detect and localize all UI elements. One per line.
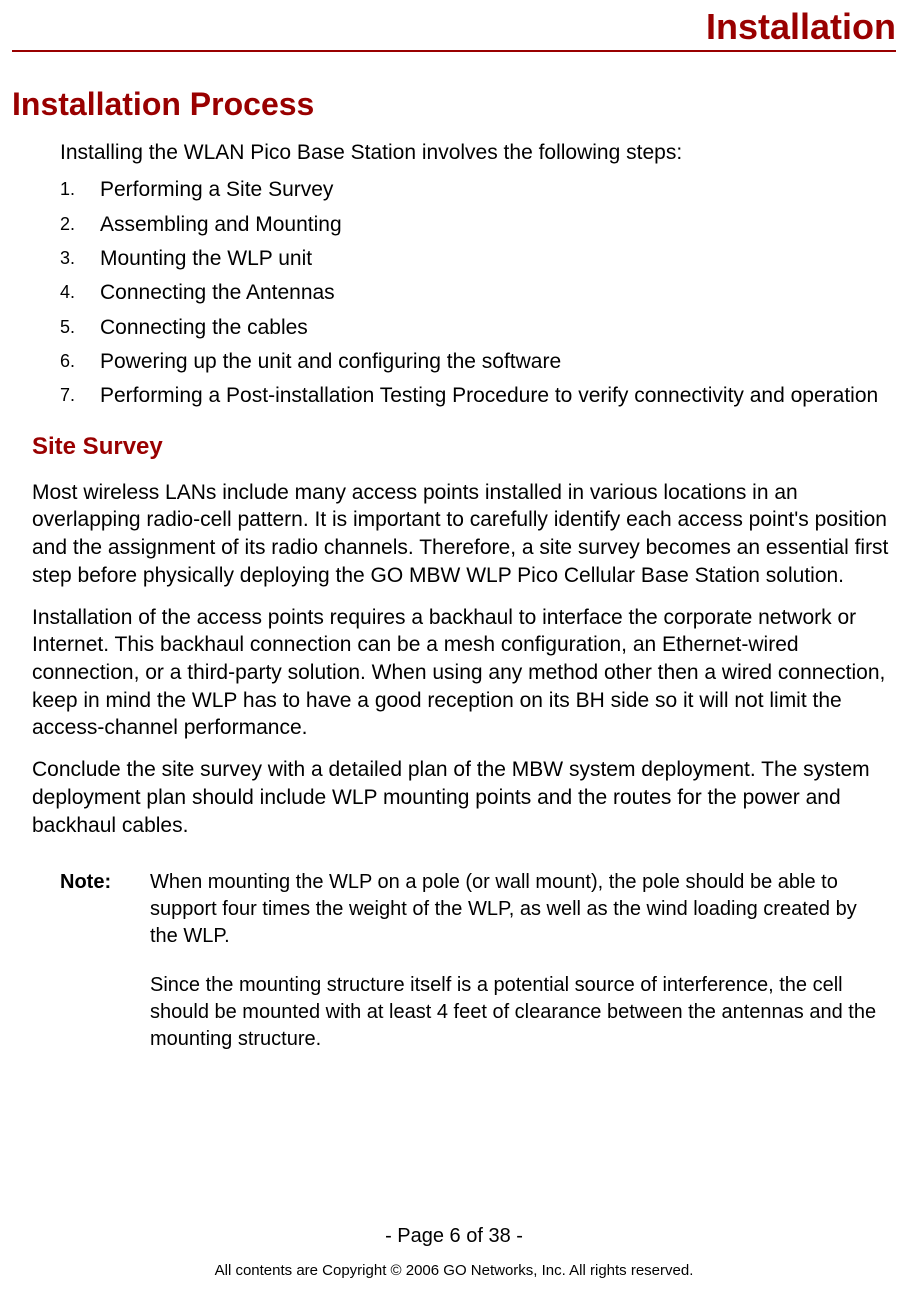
step-item: Connecting the Antennas	[60, 279, 896, 307]
body-paragraph: Most wireless LANs include many access p…	[32, 479, 892, 590]
intro-text: Installing the WLAN Pico Base Station in…	[60, 139, 896, 166]
steps-list: Performing a Site Survey Assembling and …	[60, 176, 896, 410]
step-item: Performing a Site Survey	[60, 176, 896, 204]
note-paragraph: Since the mounting structure itself is a…	[150, 972, 886, 1053]
note-block: Note: When mounting the WLP on a pole (o…	[60, 869, 886, 1075]
note-text: When mounting the WLP on a pole (or wall…	[150, 869, 886, 1075]
step-item: Assembling and Mounting	[60, 211, 896, 239]
note-label: Note:	[60, 869, 150, 1075]
body-paragraph: Installation of the access points requir…	[32, 604, 892, 743]
header-title: Installation	[12, 0, 896, 50]
page-footer: - Page 6 of 38 - All contents are Copyri…	[0, 1225, 908, 1279]
step-item: Performing a Post-installation Testing P…	[60, 382, 896, 410]
step-item: Connecting the cables	[60, 314, 896, 342]
step-item: Powering up the unit and configuring the…	[60, 348, 896, 376]
copyright-text: All contents are Copyright © 2006 GO Net…	[0, 1262, 908, 1279]
section-title: Installation Process	[12, 86, 896, 123]
subsection-title: Site Survey	[32, 433, 896, 461]
note-paragraph: When mounting the WLP on a pole (or wall…	[150, 869, 886, 950]
page-number: - Page 6 of 38 -	[0, 1225, 908, 1248]
body-paragraph: Conclude the site survey with a detailed…	[32, 756, 892, 839]
header-rule	[12, 50, 896, 52]
step-item: Mounting the WLP unit	[60, 245, 896, 273]
